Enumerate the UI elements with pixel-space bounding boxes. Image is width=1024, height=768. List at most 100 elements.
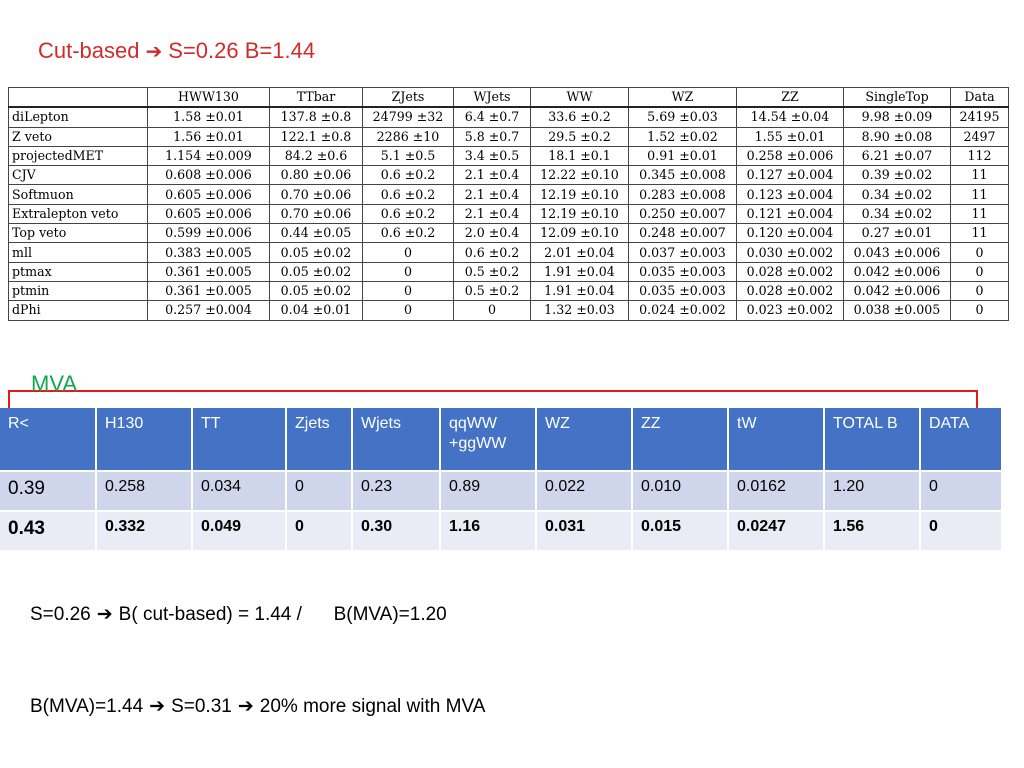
- cutflow-cell: 11: [950, 203, 1009, 225]
- cutflow-header-cell: WJets: [453, 87, 531, 108]
- cutflow-header-cell: ZZ: [736, 87, 844, 108]
- cutflow-row: Top veto 0.599 ±0.006 0.44 ±0.05 0.6 ±0.2 2.…: [8, 223, 1009, 244]
- cutflow-cell: 0: [362, 300, 454, 321]
- arrow-right-icon: ➔: [145, 41, 163, 63]
- cutflow-cell: 0.030 ±0.002: [736, 242, 844, 263]
- cutflow-cell: 0.023 ±0.002: [736, 300, 844, 321]
- cutflow-cell: 0: [362, 280, 454, 302]
- cutflow-cell: 0.6 ±0.2: [362, 165, 454, 186]
- mva-cell: 0.258: [96, 471, 193, 512]
- cutflow-cell: 0.028 ±0.002: [736, 280, 844, 302]
- mva-cell: 0.332: [96, 511, 193, 552]
- cutflow-cell: 0.44 ±0.05: [269, 223, 363, 244]
- cutflow-row-label: Top veto: [8, 223, 148, 244]
- mva-cell: 0: [920, 471, 1003, 512]
- cutflow-header-cell: [8, 87, 148, 108]
- cutflow-cell: 2.1 ±0.4: [453, 184, 531, 205]
- cutflow-cell: 0.257 ±0.004: [147, 300, 270, 321]
- cutflow-row-label: ptmin: [8, 280, 148, 302]
- cutflow-cell: 12.22 ±0.10: [530, 165, 629, 186]
- mva-header-cell: ZZ: [632, 408, 729, 472]
- cutflow-cell: 0.599 ±0.006: [147, 223, 270, 244]
- mva-header-cell: DATA: [920, 408, 1003, 472]
- cutflow-header-cell: ZJets: [362, 87, 454, 108]
- cutflow-cell: 0.05 ±0.02: [269, 242, 363, 263]
- mva-cell: 1.16: [440, 511, 537, 552]
- cutflow-row-label: dPhi: [8, 300, 148, 321]
- cutflow-cell: 0.5 ±0.2: [453, 280, 531, 302]
- cutflow-row: Softmuon 0.605 ±0.006 0.70 ±0.06 0.6 ±0.2 2.…: [8, 184, 1009, 205]
- cutflow-cell: 24799 ±32: [362, 106, 454, 128]
- cutflow-cell: 0.035 ±0.003: [628, 280, 737, 302]
- cutflow-cell: 5.69 ±0.03: [628, 106, 737, 128]
- cutflow-cell: 0.250 ±0.007: [628, 203, 737, 225]
- mva-row: 0.39 0.258 0.034 0 0.23 0.89 0.022 0.010…: [0, 471, 1003, 512]
- cutflow-cell: 2.1 ±0.4: [453, 165, 531, 186]
- cutflow-cell: 0: [950, 261, 1009, 282]
- cutflow-cell: 1.91 ±0.04: [530, 280, 629, 302]
- cutflow-cell: 0: [453, 300, 531, 321]
- mva-cell: 0.89: [440, 471, 537, 512]
- cutflow-cell: 0.6 ±0.2: [453, 242, 531, 263]
- cutflow-cell: 0.605 ±0.006: [147, 184, 270, 205]
- cutflow-cell: 0.248 ±0.007: [628, 223, 737, 244]
- mva-header-cell: TT: [192, 408, 287, 472]
- cutflow-cell: 0.5 ±0.2: [453, 261, 531, 282]
- cutflow-cell: 0.70 ±0.06: [269, 203, 363, 225]
- cutflow-cell: 0: [362, 261, 454, 282]
- cutflow-row: ptmin 0.361 ±0.005 0.05 ±0.02 0 0.5 ±0.2 1.91…: [8, 280, 1009, 302]
- cutflow-row: CJV 0.608 ±0.006 0.80 ±0.06 0.6 ±0.2 2.1 ±0.…: [8, 165, 1009, 186]
- mva-cell: 1.20: [824, 471, 921, 512]
- cutflow-cell: 0.024 ±0.002: [628, 300, 737, 321]
- mva-cell: 0.39: [0, 471, 97, 512]
- cutflow-cell: 0.91 ±0.01: [628, 145, 737, 167]
- cutflow-cell: 0.34 ±0.02: [843, 184, 951, 205]
- cutflow-cell: 0.05 ±0.02: [269, 280, 363, 302]
- cutflow-cell: 2.0 ±0.4: [453, 223, 531, 244]
- mva-cell: 0.049: [192, 511, 287, 552]
- cutflow-cell: 0.27 ±0.01: [843, 223, 951, 244]
- cutflow-cell: 0.70 ±0.06: [269, 184, 363, 205]
- cutflow-cell: 0.042 ±0.006: [843, 261, 951, 282]
- cutflow-row-label: Z veto: [8, 126, 148, 147]
- arrow-right-icon: ➔: [96, 604, 113, 625]
- cutflow-cell: 0.258 ±0.006: [736, 145, 844, 167]
- cutflow-cell: 112: [950, 145, 1009, 167]
- cutflow-header-row: HWW130 TTbar ZJets WJets WW WZ ZZ Single…: [8, 87, 1009, 108]
- cutflow-cell: 0: [950, 300, 1009, 321]
- cutflow-cell: 122.1 ±0.8: [269, 126, 363, 147]
- cutflow-body: diLepton 1.58 ±0.01 137.8 ±0.8 24799 ±32 6.4…: [8, 106, 1009, 321]
- cutflow-cell: 1.55 ±0.01: [736, 126, 844, 147]
- cutflow-cell: 12.19 ±0.10: [530, 203, 629, 225]
- cutflow-cell: 0.39 ±0.02: [843, 165, 951, 186]
- mva-cell: 0.034: [192, 471, 287, 512]
- mva-header-cell: Wjets: [352, 408, 441, 472]
- cutflow-row-label: Extralepton veto: [8, 203, 148, 225]
- note1-background: B( cut-based) = 1.44 / B(MVA)=1.20: [118, 604, 447, 625]
- cutflow-cell: 84.2 ±0.6: [269, 145, 363, 167]
- cutflow-cell: 0.123 ±0.004: [736, 184, 844, 205]
- cutflow-cell: 2286 ±10: [362, 126, 454, 147]
- cutflow-table: HWW130 TTbar ZJets WJets WW WZ ZZ Single…: [8, 87, 1009, 321]
- cutflow-cell: 5.1 ±0.5: [362, 145, 454, 167]
- cutflow-cell: 0.028 ±0.002: [736, 261, 844, 282]
- cutflow-header-cell: SingleTop: [843, 87, 951, 108]
- mva-header-cell: TOTAL B: [824, 408, 921, 472]
- mva-header-cell: qqWW +ggWW: [440, 408, 537, 472]
- mva-header-cell: WZ: [536, 408, 633, 472]
- cutflow-cell: 0.037 ±0.003: [628, 242, 737, 263]
- cutflow-row: ptmax 0.361 ±0.005 0.05 ±0.02 0 0.5 ±0.2 1.91…: [8, 261, 1009, 282]
- mva-title: MVA: [31, 371, 78, 396]
- cutflow-row-label: diLepton: [8, 106, 148, 128]
- cutflow-cell: 9.98 ±0.09: [843, 106, 951, 128]
- mva-cell: 0: [920, 511, 1003, 552]
- cutflow-cell: 1.58 ±0.01: [147, 106, 270, 128]
- cutflow-cell: 0.04 ±0.01: [269, 300, 363, 321]
- cutflow-cell: 137.8 ±0.8: [269, 106, 363, 128]
- cutflow-cell: 0.043 ±0.006: [843, 242, 951, 263]
- cutflow-row-label: mll: [8, 242, 148, 263]
- cutflow-cell: 0.361 ±0.005: [147, 280, 270, 302]
- mva-cell: 0.010: [632, 471, 729, 512]
- mva-cell: 0.015: [632, 511, 729, 552]
- mva-cell: 0.43: [0, 511, 97, 552]
